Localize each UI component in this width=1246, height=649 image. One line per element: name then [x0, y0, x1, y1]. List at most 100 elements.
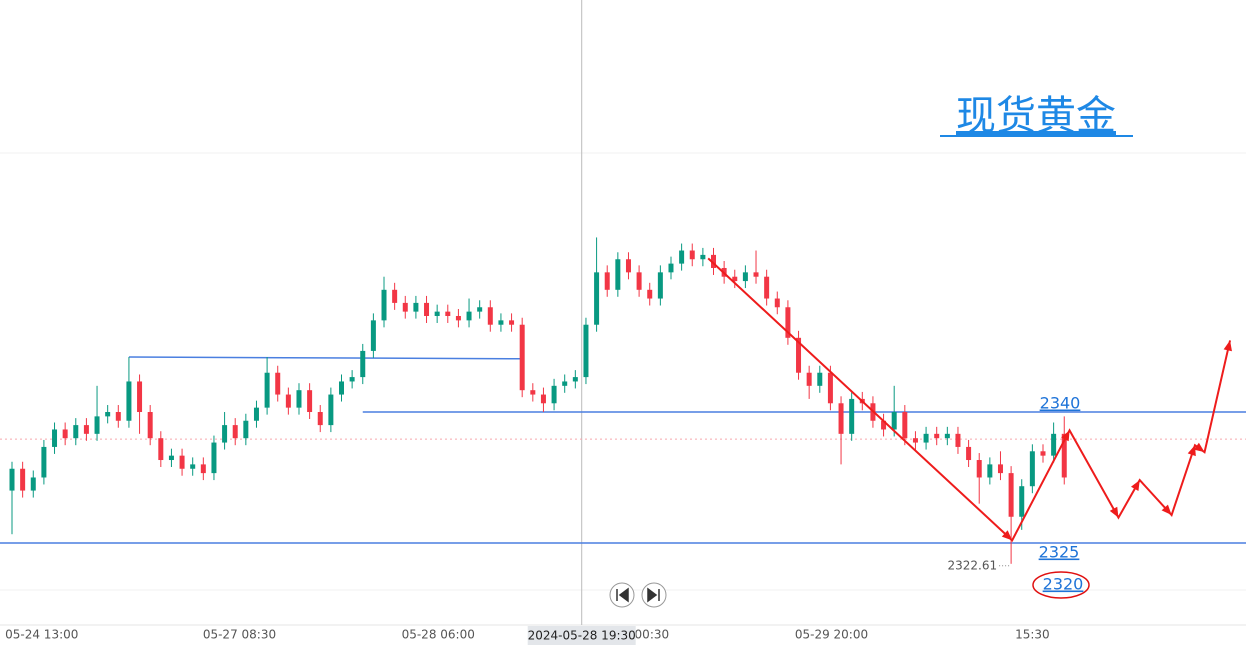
candle-body — [944, 433, 950, 439]
candle-body — [402, 302, 408, 312]
candle-body — [222, 425, 228, 443]
candle-body — [338, 381, 344, 395]
candle-body — [477, 307, 483, 312]
arrow-head — [1001, 530, 1013, 541]
arrow-head — [1187, 445, 1196, 457]
price-label: 2325 — [1039, 543, 1080, 562]
candle-body — [349, 377, 355, 382]
candle-body — [732, 276, 738, 282]
support-line — [128, 356, 523, 360]
candle-body — [328, 394, 334, 426]
candle-body — [41, 446, 47, 478]
candle-body — [572, 377, 578, 382]
chart-title: 现货黄金 — [956, 93, 1116, 139]
candle-body — [200, 464, 206, 474]
candle-body — [1008, 473, 1014, 517]
candle-body — [891, 412, 897, 430]
candle-body — [62, 429, 68, 439]
candle-body — [509, 320, 515, 325]
candle-body — [94, 416, 100, 434]
candle-body — [243, 420, 249, 439]
crosshair-label: 2024-05-28 19:30 — [528, 629, 636, 643]
candle-body — [115, 412, 121, 421]
candle-body — [158, 438, 164, 461]
nav-next-icon — [647, 587, 660, 603]
nav-prev[interactable] — [609, 582, 635, 608]
candle-body — [966, 446, 972, 461]
candle-body — [105, 412, 111, 417]
candle-body — [275, 372, 281, 395]
candle-body — [487, 307, 493, 325]
candle-body — [285, 394, 291, 408]
candle-body — [604, 272, 610, 290]
candle-body — [519, 324, 525, 391]
candle-body — [296, 390, 302, 408]
candle-body — [424, 302, 430, 316]
candle-body — [583, 324, 589, 378]
candle-body — [168, 455, 174, 461]
candle-body — [934, 433, 940, 439]
candle-body — [466, 311, 472, 321]
candle-body — [668, 263, 674, 273]
candle-body — [1029, 451, 1035, 487]
arrow-head — [1130, 480, 1140, 492]
candle-body — [817, 372, 823, 386]
candle-body — [647, 289, 653, 299]
x-tick-label: 15:30 — [1015, 628, 1050, 642]
candle-body — [806, 372, 812, 386]
price-label: 2320 — [1043, 575, 1084, 594]
candle-body — [179, 455, 185, 469]
candle-body — [1061, 433, 1067, 478]
x-tick-label: 05-27 08:30 — [203, 628, 276, 642]
candle-body — [253, 407, 259, 421]
candle-body — [445, 311, 451, 316]
candle-body — [9, 468, 15, 491]
arrow-head — [1109, 506, 1119, 518]
candle-body — [955, 433, 961, 447]
candle-body — [912, 438, 918, 443]
candle-body — [657, 272, 663, 299]
candle-body — [562, 381, 568, 386]
candle-body — [849, 398, 855, 434]
candle-body — [997, 464, 1003, 474]
candle-body — [753, 272, 759, 277]
candle-body — [764, 276, 770, 299]
candle-body — [636, 272, 642, 290]
nav-next[interactable] — [641, 582, 667, 608]
arrow-head — [1061, 430, 1070, 442]
candle-body — [52, 429, 58, 447]
candle-body — [1040, 451, 1046, 456]
candle-body — [30, 477, 36, 491]
candle-body — [381, 289, 387, 321]
candle-body — [530, 390, 536, 395]
candle-body — [594, 272, 600, 325]
candle-body — [987, 464, 993, 478]
candle-body — [307, 390, 313, 413]
candle-body — [551, 385, 557, 404]
x-tick-label: 05-29 20:00 — [795, 628, 868, 642]
candle-body — [881, 420, 887, 430]
nav-prev-icon — [616, 587, 629, 603]
candle-body — [126, 381, 132, 421]
x-tick-label: 05-24 13:00 — [5, 628, 78, 642]
candle-body — [615, 259, 621, 290]
candle-body — [838, 403, 844, 434]
candle-body — [190, 464, 196, 469]
candle-body — [232, 425, 238, 439]
candle-body — [742, 272, 748, 282]
candle-body — [455, 315, 461, 321]
candle-body — [679, 250, 685, 264]
arrow-head — [1193, 442, 1205, 453]
candle-body — [498, 320, 504, 325]
crosshair-label-bg — [527, 626, 636, 645]
candle-body — [700, 254, 706, 260]
candle-body — [83, 425, 89, 434]
candle-body — [1051, 433, 1057, 456]
candle-body — [711, 254, 717, 268]
candle-body — [264, 372, 270, 408]
arrow-head — [1161, 504, 1172, 516]
candle-body — [785, 307, 791, 338]
